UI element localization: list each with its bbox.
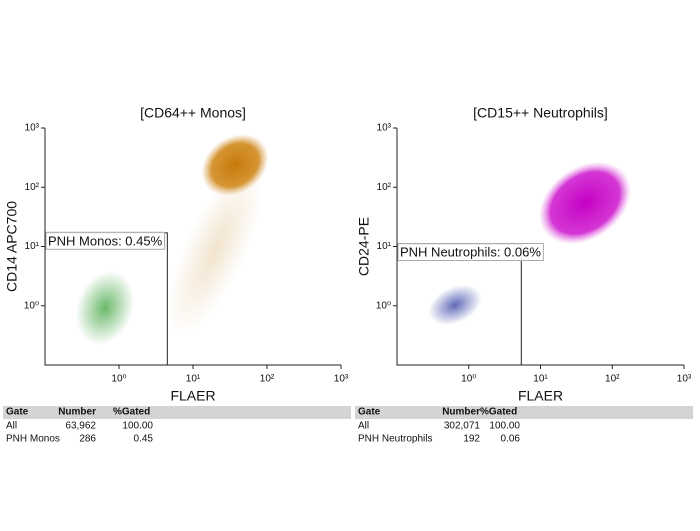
table-cell: 0.45 xyxy=(134,434,154,445)
cell-cloud xyxy=(428,284,482,326)
table-cell: 0.06 xyxy=(501,434,521,445)
cell-cloud xyxy=(75,271,135,345)
x-tick-label: 10² xyxy=(605,374,620,385)
x-tick-label: 10⁰ xyxy=(111,374,126,385)
y-tick-label: 10⁰ xyxy=(24,300,39,311)
table-column-header: Number xyxy=(58,407,96,418)
chart-title: [CD64++ Monos] xyxy=(140,105,246,121)
table-cell: 100.00 xyxy=(489,421,520,432)
cell-tail xyxy=(166,162,264,338)
x-tick-label: 10³ xyxy=(334,374,349,385)
gate-label-box xyxy=(397,242,544,261)
y-tick-label: 10¹ xyxy=(377,241,392,252)
table-column-header: Number xyxy=(442,407,480,418)
x-axis-label: FLAER xyxy=(170,388,215,404)
table-cell: All xyxy=(358,421,369,432)
x-tick-label: 10⁰ xyxy=(461,374,476,385)
chart-title: [CD15++ Neutrophils] xyxy=(473,105,608,121)
y-tick-label: 10³ xyxy=(377,123,392,134)
table-cell: 286 xyxy=(79,434,96,445)
y-axis-label: CD24-PE xyxy=(356,217,372,276)
y-tick-label: 10² xyxy=(25,182,40,193)
cell-cloud xyxy=(539,161,631,245)
populations xyxy=(75,134,631,345)
y-tick-label: 10¹ xyxy=(25,241,40,252)
table-cell: 63,962 xyxy=(65,421,96,432)
y-axis-label: CD14 APC700 xyxy=(4,201,20,292)
table-column-header: Gate xyxy=(6,407,29,418)
table-column-header: %Gated xyxy=(113,407,150,418)
y-tick-label: 10³ xyxy=(25,123,40,134)
x-tick-label: 10¹ xyxy=(533,374,548,385)
cell-cloud xyxy=(201,134,269,196)
x-axis-label: FLAER xyxy=(518,388,563,404)
table-cell: 192 xyxy=(463,434,480,445)
table-cell: 302,071 xyxy=(444,421,481,432)
table-header xyxy=(355,406,693,419)
y-tick-label: 10² xyxy=(377,182,392,193)
table-header xyxy=(3,406,351,419)
table-cell: PNH Monos xyxy=(6,434,60,445)
x-tick-label: 10² xyxy=(260,374,275,385)
table-cell: All xyxy=(6,421,17,432)
gate-label: PNH Monos: 0.45% xyxy=(48,233,163,248)
table-cell: 100.00 xyxy=(122,421,153,432)
table-column-header: Gate xyxy=(358,407,381,418)
table-column-header: %Gated xyxy=(480,407,517,418)
table-cell: PNH Neutrophils xyxy=(358,434,432,445)
gate-label-box xyxy=(45,231,166,250)
x-tick-label: 10¹ xyxy=(186,374,201,385)
x-tick-label: 10³ xyxy=(677,374,692,385)
gate-label: PNH Neutrophils: 0.06% xyxy=(400,244,541,259)
y-tick-label: 10⁰ xyxy=(376,300,391,311)
